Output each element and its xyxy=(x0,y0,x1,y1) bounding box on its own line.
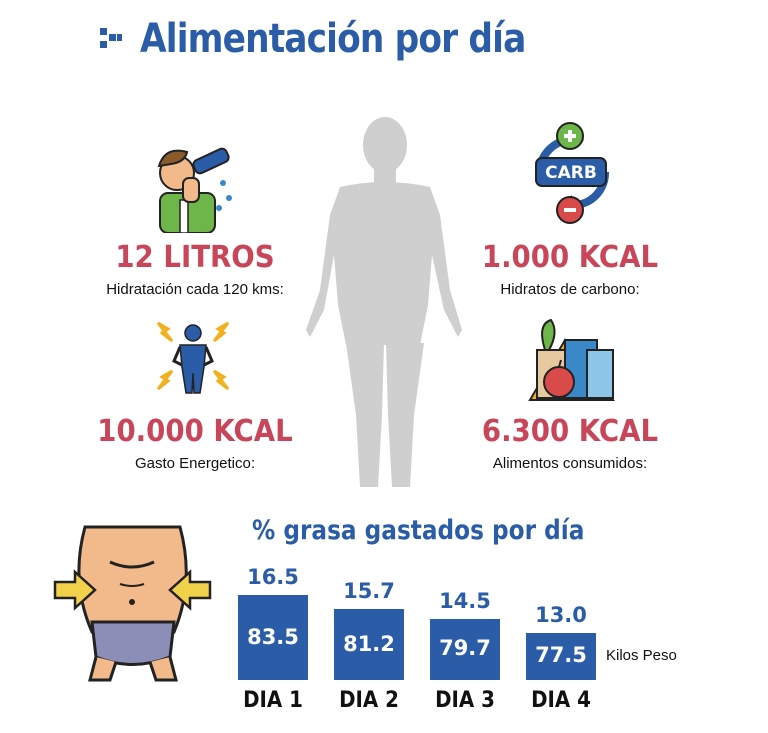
bar-top-label: 13.0 xyxy=(535,602,587,627)
human-silhouette-icon xyxy=(306,117,462,487)
bar-value-label: 77.5 xyxy=(535,643,587,668)
stat-food-label: Alimentos consumidos: xyxy=(492,455,648,472)
stat-hydration-label: Hidratación cada 120 kms: xyxy=(106,281,284,298)
bar-value-label: 79.7 xyxy=(439,636,491,661)
page-title: Alimentación por día xyxy=(140,16,526,62)
chart-title: % grasa gastados por día xyxy=(252,515,585,546)
bar-top-label: 14.5 xyxy=(439,588,491,613)
carb-icon-text: CARB xyxy=(545,163,597,183)
stat-food-value: 6.300 KCAL xyxy=(481,414,659,449)
category-label: DIA 4 xyxy=(531,688,591,713)
bar-2 xyxy=(334,609,404,680)
stat-carbs-label: Hidratos de carbono: xyxy=(500,281,640,298)
carb-cycle-icon: CARB xyxy=(535,122,609,224)
category-label: DIA 1 xyxy=(243,688,303,713)
chart-value-label: Kilos Peso xyxy=(606,647,677,664)
bar-value-label: 83.5 xyxy=(247,624,299,649)
category-label: DIA 3 xyxy=(435,688,495,713)
stat-hydration-value: 12 LITROS xyxy=(115,240,275,275)
bar-3 xyxy=(430,618,500,680)
bar-1 xyxy=(238,595,308,680)
bar-value-label: 81.2 xyxy=(343,631,395,656)
groceries-icon xyxy=(528,318,616,401)
bar-4 xyxy=(526,632,596,680)
bar-top-label: 15.7 xyxy=(343,579,395,604)
bar-top-label: 16.5 xyxy=(247,565,299,589)
drinking-person-icon xyxy=(157,147,232,233)
stat-energy-label: Gasto Energetico: xyxy=(134,455,256,472)
category-label: DIA 2 xyxy=(339,688,399,713)
waist-fat-loss-icon xyxy=(53,525,212,682)
title-bullet-icon xyxy=(100,28,122,48)
energy-person-icon xyxy=(156,321,230,394)
stat-carbs-value: 1.000 KCAL xyxy=(481,240,659,275)
stat-energy-value: 10.000 KCAL xyxy=(97,414,293,449)
